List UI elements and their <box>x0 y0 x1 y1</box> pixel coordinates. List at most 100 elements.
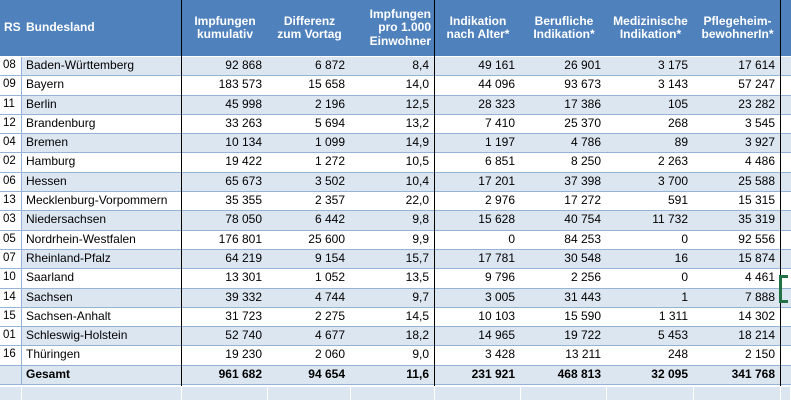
cell-indikation-nach-alter[interactable]: 3 005 <box>484 289 515 304</box>
cell-impfungen-kumulativ[interactable]: 52 740 <box>225 328 262 343</box>
cell-medizinische-indikation[interactable]: 3 143 <box>657 77 688 92</box>
cell-bundesland[interactable]: Hamburg <box>26 154 76 169</box>
column-header-pflegeheim-bewohnerin[interactable]: Pflegeheim- bewohnerIn* <box>701 13 774 41</box>
row-gutter-cell[interactable] <box>781 346 791 364</box>
cell-medizinische-indikation[interactable]: 105 <box>667 96 688 111</box>
cell-rs[interactable]: 03 <box>0 211 22 230</box>
cell-impfungen-pro-1000-einwohner[interactable]: 18,2 <box>405 328 429 343</box>
cell-bundesland[interactable]: Niedersachsen <box>26 212 107 227</box>
cell-berufliche-indikation[interactable]: 40 754 <box>564 212 601 227</box>
cell-pflegeheim-bewohnerin[interactable]: 35 319 <box>738 212 775 227</box>
cell-impfungen-kumulativ[interactable]: 19 230 <box>225 347 262 362</box>
cell-rs[interactable]: 13 <box>0 192 22 211</box>
cell-berufliche-indikation[interactable]: 8 250 <box>570 154 601 169</box>
cell-differenz-zum-vortag[interactable]: 2 275 <box>314 308 345 323</box>
row-gutter-cell[interactable] <box>781 327 791 345</box>
cell-medizinische-indikation[interactable]: 16 <box>674 250 688 265</box>
cell-rs[interactable]: 08 <box>0 57 22 76</box>
cell-pflegeheim-bewohnerin[interactable]: 3 927 <box>744 135 775 150</box>
column-header-differenz-zum-vortag[interactable]: Differenz zum Vortag <box>277 13 342 41</box>
column-header-gutter[interactable] <box>781 0 791 56</box>
cell-differenz-zum-vortag[interactable]: 4 677 <box>314 328 345 343</box>
cell-bundesland[interactable]: Rheinland-Pfalz <box>26 250 111 265</box>
cell-pflegeheim-bewohnerin[interactable]: 4 486 <box>744 154 775 169</box>
cell-pflegeheim-bewohnerin[interactable]: 23 282 <box>738 96 775 111</box>
column-header-medizinische-indikation[interactable]: Medizinische Indikation* <box>613 13 688 41</box>
column-header-indikation-nach-alter[interactable]: Indikation nach Alter* <box>446 13 510 41</box>
cell-indikation-nach-alter[interactable]: 1 197 <box>484 135 515 150</box>
cell-bundesland[interactable]: Thüringen <box>26 347 81 362</box>
cell-differenz-zum-vortag[interactable]: 9 154 <box>314 250 345 265</box>
cell-berufliche-indikation[interactable]: 84 253 <box>564 231 601 246</box>
cell-bundesland[interactable]: Hessen <box>26 173 67 188</box>
cell-differenz-zum-vortag[interactable]: 1 052 <box>314 270 345 285</box>
row-gutter-cell[interactable] <box>781 57 791 75</box>
cell-bundesland[interactable]: Brandenburg <box>26 115 96 130</box>
partial-cell[interactable] <box>781 387 791 400</box>
cell-impfungen-kumulativ[interactable]: 64 219 <box>225 250 262 265</box>
cell-berufliche-indikation[interactable]: 31 443 <box>564 289 601 304</box>
cell-bundesland[interactable]: Sachsen <box>26 289 73 304</box>
row-gutter-cell[interactable] <box>781 192 791 210</box>
cell-berufliche-indikation[interactable]: 15 590 <box>564 308 601 323</box>
cell-berufliche-indikation[interactable]: 2 256 <box>570 270 601 285</box>
cell-pflegeheim-bewohnerin[interactable]: 341 768 <box>731 366 775 381</box>
cell-rs[interactable]: 09 <box>0 76 22 95</box>
cell-impfungen-pro-1000-einwohner[interactable]: 11,6 <box>406 366 429 381</box>
cell-impfungen-kumulativ[interactable]: 65 673 <box>225 173 262 188</box>
cell-differenz-zum-vortag[interactable]: 5 694 <box>314 115 345 130</box>
cell-differenz-zum-vortag[interactable]: 6 442 <box>314 212 345 227</box>
partial-cell[interactable] <box>182 387 268 400</box>
cell-impfungen-pro-1000-einwohner[interactable]: 9,0 <box>412 347 429 362</box>
cell-medizinische-indikation[interactable]: 5 453 <box>657 328 688 343</box>
cell-impfungen-kumulativ[interactable]: 183 573 <box>218 77 262 92</box>
cell-differenz-zum-vortag[interactable]: 6 872 <box>314 58 345 72</box>
cell-berufliche-indikation[interactable]: 93 673 <box>564 77 601 92</box>
cell-impfungen-kumulativ[interactable]: 35 355 <box>225 193 262 208</box>
cell-bundesland[interactable]: Sachsen-Anhalt <box>26 308 111 323</box>
cell-indikation-nach-alter[interactable]: 17 201 <box>478 173 515 188</box>
cell-rs[interactable]: 06 <box>0 172 22 192</box>
cell-pflegeheim-bewohnerin[interactable]: 25 588 <box>738 173 775 188</box>
cell-differenz-zum-vortag[interactable]: 4 744 <box>314 289 345 304</box>
cell-bundesland[interactable]: Berlin <box>26 96 57 111</box>
cell-indikation-nach-alter[interactable]: 44 096 <box>478 77 515 92</box>
cell-berufliche-indikation[interactable]: 13 211 <box>565 347 601 362</box>
cell-bundesland[interactable]: Bayern <box>26 77 65 92</box>
cell-berufliche-indikation[interactable]: 37 398 <box>564 173 601 188</box>
cell-rs[interactable]: 11 <box>0 95 22 114</box>
cell-impfungen-pro-1000-einwohner[interactable]: 14,5 <box>405 308 429 323</box>
partial-cell[interactable] <box>22 387 182 400</box>
row-gutter-cell[interactable] <box>781 250 791 268</box>
cell-berufliche-indikation[interactable]: 17 386 <box>564 96 601 111</box>
cell-pflegeheim-bewohnerin[interactable]: 14 302 <box>738 308 775 323</box>
cell-impfungen-kumulativ[interactable]: 78 050 <box>225 212 262 227</box>
cell-differenz-zum-vortag[interactable]: 15 658 <box>308 77 345 92</box>
partial-cell[interactable] <box>351 387 435 400</box>
row-gutter-cell[interactable] <box>781 134 791 152</box>
cell-pflegeheim-bewohnerin[interactable]: 17 614 <box>738 58 775 72</box>
cell-differenz-zum-vortag[interactable]: 2 357 <box>314 193 345 208</box>
cell-differenz-zum-vortag[interactable]: 2 196 <box>314 96 345 111</box>
cell-berufliche-indikation[interactable]: 25 370 <box>564 115 601 130</box>
cell-medizinische-indikation[interactable]: 32 095 <box>651 366 688 381</box>
column-header-bundesland[interactable]: Bundesland <box>26 20 95 35</box>
cell-pflegeheim-bewohnerin[interactable]: 4 461 <box>744 270 775 285</box>
cell-pflegeheim-bewohnerin[interactable]: 18 214 <box>738 328 775 343</box>
column-header-berufliche-indikation[interactable]: Berufliche Indikation* <box>533 13 595 41</box>
cell-medizinische-indikation[interactable]: 1 <box>681 289 688 304</box>
cell-berufliche-indikation[interactable]: 19 722 <box>564 328 601 343</box>
cell-impfungen-pro-1000-einwohner[interactable]: 13,5 <box>405 270 429 285</box>
cell-impfungen-kumulativ[interactable]: 961 682 <box>218 366 262 381</box>
cell-rs[interactable]: 07 <box>0 249 22 269</box>
row-gutter-cell[interactable] <box>781 289 791 307</box>
partial-cell[interactable] <box>694 387 781 400</box>
cell-rs[interactable]: 12 <box>0 114 22 134</box>
cell-rs[interactable]: 01 <box>0 327 22 346</box>
cell-medizinische-indikation[interactable]: 2 263 <box>657 154 688 169</box>
cell-berufliche-indikation[interactable]: 26 901 <box>564 58 601 72</box>
cell-indikation-nach-alter[interactable]: 3 428 <box>484 347 515 362</box>
cell-indikation-nach-alter[interactable]: 6 851 <box>484 154 515 169</box>
cell-indikation-nach-alter[interactable]: 14 965 <box>478 328 515 343</box>
cell-medizinische-indikation[interactable]: 591 <box>667 193 688 208</box>
